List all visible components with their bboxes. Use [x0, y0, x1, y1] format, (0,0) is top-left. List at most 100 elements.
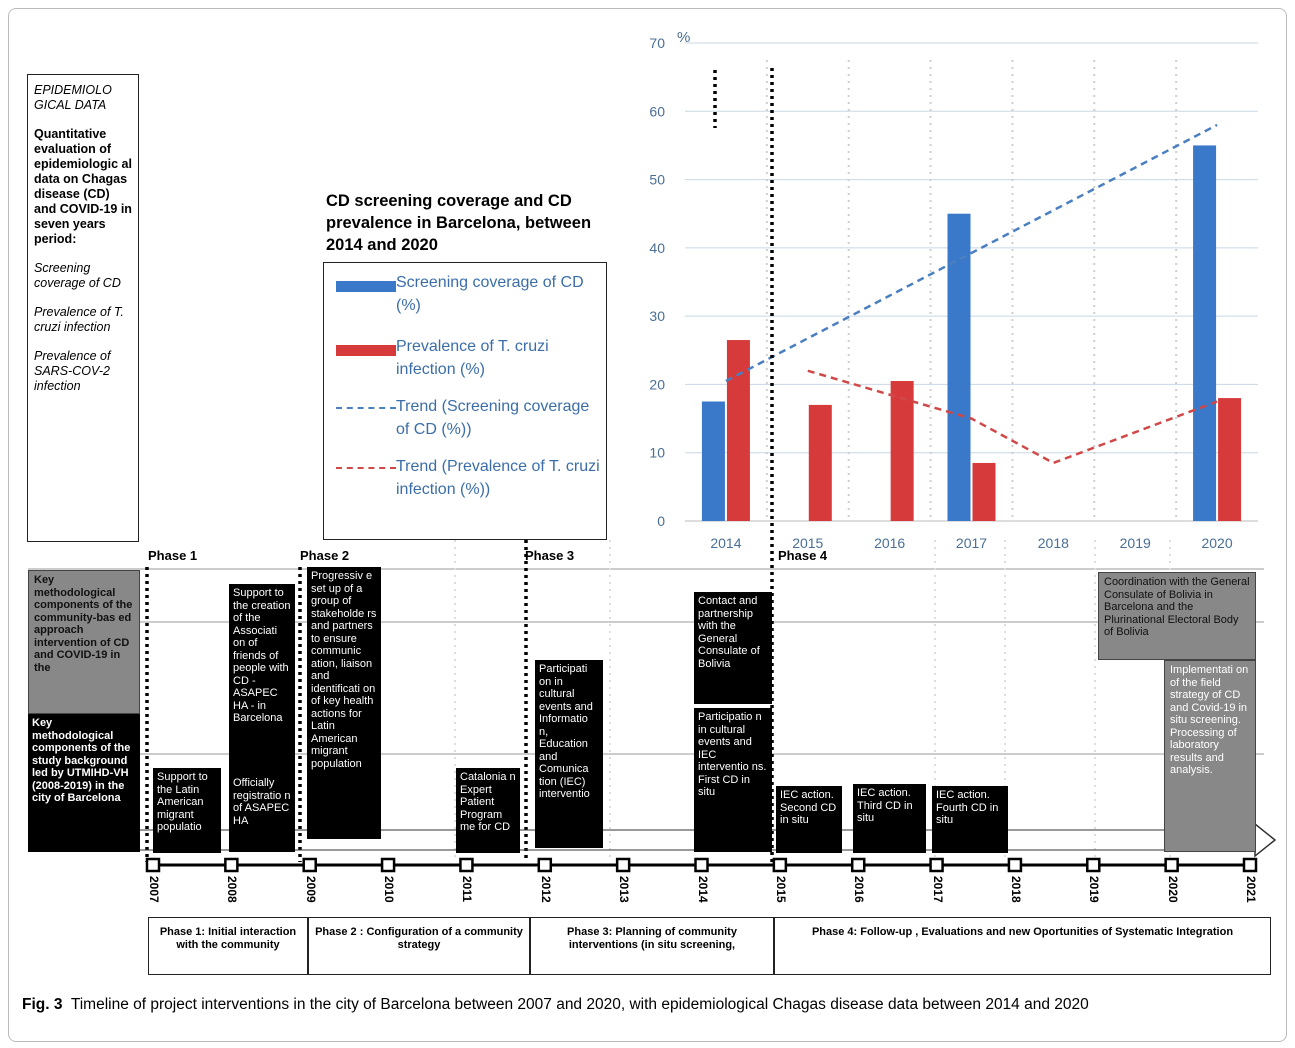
- bar: [1193, 145, 1217, 521]
- year-label: 2020: [1165, 876, 1180, 903]
- bar: [1218, 398, 1242, 521]
- y-tick-label: 40: [649, 240, 665, 256]
- y-tick-label: 10: [649, 445, 665, 461]
- epi-item: Prevalence of T. cruzi infection: [34, 305, 124, 334]
- phase-3-box: Phase 3: Planning of community intervent…: [530, 917, 774, 975]
- legend-dash-blue: [336, 407, 396, 409]
- x-tick-label: 2019: [1120, 535, 1151, 551]
- year-label: 2011: [460, 876, 475, 903]
- epidemiological-data-box: EPIDEMIOLO GICAL DATA Quantitative evalu…: [27, 74, 139, 542]
- legend-swatch-red: [336, 345, 396, 356]
- y-tick-label: 0: [657, 513, 665, 529]
- year-label: 2016: [852, 876, 867, 903]
- year-marker: [459, 857, 474, 873]
- year-marker: [1007, 857, 1023, 873]
- epi-header: EPIDEMIOLO GICAL DATA: [34, 83, 112, 112]
- legend-label: Trend (Screening coverage of CD (%)): [396, 398, 590, 438]
- trend-line: [807, 369, 1218, 465]
- year-label: 2019: [1087, 876, 1102, 903]
- year-label: 2013: [617, 876, 632, 903]
- x-tick-label: 2018: [1038, 535, 1069, 551]
- caption-label: Fig. 3: [22, 996, 63, 1013]
- activity-box: Participatio n in cultural events and IE…: [694, 708, 772, 852]
- figure-frame: [8, 8, 1287, 1042]
- phase-2-label: Phase 2: [300, 548, 350, 563]
- phase-1-box: Phase 1: Initial interaction with the co…: [148, 917, 308, 975]
- bar: [701, 401, 725, 521]
- chart-title: CD screening coverage and CD prevalence …: [326, 192, 592, 254]
- year-marker: [224, 857, 239, 873]
- year-marker: [1242, 857, 1258, 873]
- activity-box: IEC action. Fourth CD in situ: [932, 786, 1008, 853]
- y-tick-label: 50: [649, 172, 665, 188]
- y-tick-label: 20: [649, 376, 665, 392]
- year-marker: [302, 857, 317, 873]
- legend-swatch-blue: [336, 281, 396, 292]
- phase-1-label: Phase 1: [148, 548, 198, 563]
- epi-item: Screening coverage of CD: [34, 261, 121, 290]
- legend-label: Screening coverage of CD (%): [396, 274, 584, 314]
- x-tick-label: 2020: [1201, 535, 1232, 551]
- y-unit-label: %: [677, 29, 690, 46]
- year-label: 2018: [1008, 876, 1023, 903]
- year-marker: [537, 857, 553, 873]
- activity-box: Contact and partnership with the General…: [694, 592, 772, 704]
- bar: [726, 340, 750, 521]
- caption-text: Timeline of project interventions in the…: [70, 996, 1089, 1013]
- year-marker: [929, 857, 944, 873]
- arrow-head: [1254, 822, 1277, 858]
- figure-caption: Fig. 3 Timeline of project interventions…: [22, 994, 1272, 1016]
- bar: [890, 381, 914, 521]
- year-label: 2008: [225, 876, 240, 903]
- bar: [947, 213, 971, 521]
- year-label: 2021: [1244, 876, 1258, 903]
- year-marker: [380, 857, 396, 873]
- year-marker: [1086, 857, 1101, 873]
- phase-4-box: Phase 4: Follow-up , Evaluations and new…: [774, 917, 1271, 975]
- y-tick-label: 70: [649, 35, 665, 51]
- year-marker: [145, 857, 161, 873]
- year-marker: [1164, 857, 1179, 873]
- year-marker: [615, 857, 631, 873]
- activity-box: Progressiv e set up of a group of stakeh…: [307, 567, 381, 839]
- year-marker: [694, 857, 709, 873]
- year-label: 2012: [538, 876, 553, 903]
- x-tick-label: 2016: [874, 535, 905, 551]
- year-label: 2015: [773, 876, 788, 903]
- row-header-community: Key methodological components of the com…: [28, 570, 140, 714]
- phase-3-label: Phase 3: [525, 548, 575, 563]
- legend-label: Trend (Prevalence of T. cruzi infection …: [396, 458, 600, 498]
- x-tick-label: 2014: [710, 535, 741, 551]
- year-label: 2010: [382, 876, 397, 903]
- bar: [972, 462, 996, 521]
- chart-legend: Screening coverage of CD (%) Prevalence …: [323, 262, 607, 540]
- activity-box: Participati on in cultural events and In…: [535, 660, 603, 848]
- activity-box: Support to the creation of the Associati…: [229, 584, 295, 774]
- y-tick-label: 30: [649, 308, 665, 324]
- year-label: 2014: [695, 876, 710, 903]
- year-label: 2007: [147, 876, 161, 903]
- year-marker: [850, 857, 866, 873]
- activity-box-coordination: Coordination with the General Consulate …: [1098, 572, 1256, 660]
- activity-box: IEC action. Second CD in situ: [776, 786, 842, 853]
- epi-description: Quantitative evaluation of epidemiologic…: [34, 127, 132, 246]
- activity-box-implementation: Implementati on of the field strategy of…: [1164, 660, 1256, 852]
- x-tick-label: 2015: [792, 535, 823, 551]
- phase-2-box: Phase 2 : Configuration of a community s…: [308, 917, 530, 975]
- year-marker: [772, 857, 788, 873]
- activity-box: IEC action. Third CD in situ: [853, 784, 926, 853]
- activity-box: Support to the Latin American migrant po…: [153, 768, 221, 853]
- legend-label: Prevalence of T. cruzi infection (%): [396, 338, 549, 378]
- activity-box: Catalonia n Expert Patient Program me fo…: [456, 768, 520, 853]
- bar: [808, 404, 832, 521]
- legend-dash-red: [336, 467, 396, 469]
- phase-4-label: Phase 4: [778, 548, 828, 563]
- row-header-background: Key methodological components of the stu…: [28, 714, 140, 852]
- year-label: 2017: [930, 876, 945, 903]
- x-tick-label: 2017: [956, 535, 987, 551]
- y-tick-label: 60: [649, 103, 665, 119]
- year-label: 2009: [303, 876, 318, 903]
- activity-box: Officially registratio n of ASAPEC HA: [229, 774, 295, 852]
- epi-item: Prevalence of SARS-COV-2 infection: [34, 349, 111, 393]
